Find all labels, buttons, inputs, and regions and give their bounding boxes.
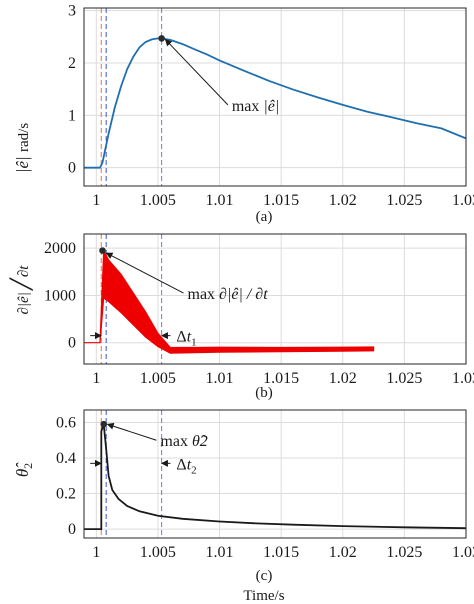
x-tick-label-b: 1.025 [386, 370, 422, 387]
panel-c: θ̂2 (c) Time/s [13, 462, 285, 604]
series-line-c [84, 423, 466, 530]
delta-symbol: Δ [176, 456, 186, 473]
annotation-arrow-a [164, 38, 229, 106]
panel-b: ∂|ê|╱∂t (b) [9, 265, 273, 401]
caption-a: (a) [256, 209, 273, 225]
x-tick-label-a: 1.01 [206, 192, 234, 209]
annotation-math: ∂|ê| / ∂t [219, 286, 268, 303]
x-tick-label-a: 1.015 [263, 192, 299, 209]
y-axis-label-b: ∂|ê|╱∂t [9, 265, 33, 315]
peak-point-a [158, 35, 165, 42]
panel-a: |ê| rad/s (a) [13, 123, 272, 225]
axes-frame-c [83, 409, 467, 539]
annotation-arrow-c [106, 422, 157, 441]
caption-b: (b) [255, 385, 273, 401]
caption-c: (c) [256, 568, 273, 584]
y-axis-label-b-text: ∂|ê|╱∂t [9, 265, 33, 315]
annotation-text-c: Δt2 [176, 456, 196, 476]
y-tick-label-b: 0 [68, 335, 76, 352]
x-tick-label-b: 1.015 [263, 370, 299, 387]
x-tick-label-c: 1 [92, 544, 100, 561]
annotation-text-b: Δt1 [176, 329, 196, 349]
x-tick-label-a: 1.03 [452, 192, 474, 209]
x-tick-label-c: 1.015 [263, 544, 299, 561]
t-symbol: t [187, 456, 192, 473]
annotation-math: θ̂2 [192, 433, 208, 450]
y-tick-label-a: 2 [68, 55, 76, 72]
plot-b: 1 1.005 1.01 1.015 1.02 1.025 1.03 0 1000 2000 max… [44, 233, 474, 387]
y-axis-label-c: θ̂2 [13, 462, 35, 477]
x-tick-label-c: 1.01 [206, 544, 234, 561]
y-tick-label-c: 0.2 [56, 486, 76, 503]
y-tick-label-b: 2000 [44, 240, 76, 257]
y-tick-label-a: 3 [68, 3, 76, 20]
x-tick-label-b: 1.005 [140, 370, 176, 387]
x-tick-label-b: 1.03 [452, 370, 474, 387]
axes-frame-b [83, 233, 467, 365]
annotation-text-a: max |ê| [232, 98, 279, 115]
y-tick-label-c: 0 [68, 521, 76, 538]
annotation-text-c: max θ̂2 [160, 433, 207, 450]
delta-subscript: 1 [191, 337, 197, 349]
x-tick-label-c: 1.005 [140, 544, 176, 561]
t-symbol: t [187, 329, 192, 346]
peak-point-b [99, 247, 106, 254]
x-axis-label-c: Time/s [243, 588, 284, 604]
x-tick-label-c: 1.02 [329, 544, 357, 561]
x-tick-label-a: 1.005 [140, 192, 176, 209]
annotation-text-b: max ∂|ê| / ∂t [188, 286, 269, 303]
y-tick-label-a: 0 [68, 160, 76, 177]
y-axis-label-a: |ê| rad/s [13, 123, 32, 173]
y-tick-label-c: 0.4 [56, 450, 76, 467]
x-tick-label-c: 1.025 [386, 544, 422, 561]
delta-symbol: Δ [176, 329, 186, 346]
x-tick-label-b: 1 [92, 370, 100, 387]
plot-c: 1 1.005 1.01 1.015 1.02 1.025 1.03 0 0.2 0.4 0.6 ma… [56, 409, 474, 561]
annotation-arrow-b [105, 252, 184, 294]
x-tick-label-c: 1.03 [452, 544, 474, 561]
x-tick-label-a: 1.025 [386, 192, 422, 209]
annotation-math: |ê| [263, 98, 279, 115]
x-tick-label-b: 1.01 [206, 370, 234, 387]
peak-point-c [100, 420, 108, 428]
x-tick-label-a: 1.02 [329, 192, 357, 209]
delta-subscript: 2 [191, 464, 197, 476]
x-tick-label-b: 1.02 [329, 370, 357, 387]
series-line-a [84, 37, 466, 169]
series-band-b [84, 248, 375, 354]
y-axis-label-c-text: θ̂2 [13, 462, 35, 477]
y-tick-label-b: 1000 [44, 287, 76, 304]
y-axis-label-a-text: |ê| rad/s [13, 123, 32, 173]
x-tick-label-a: 1 [92, 192, 100, 209]
axes-frame-a [83, 7, 467, 187]
y-tick-label-a: 1 [68, 107, 76, 124]
y-tick-label-c: 0.6 [56, 414, 76, 431]
